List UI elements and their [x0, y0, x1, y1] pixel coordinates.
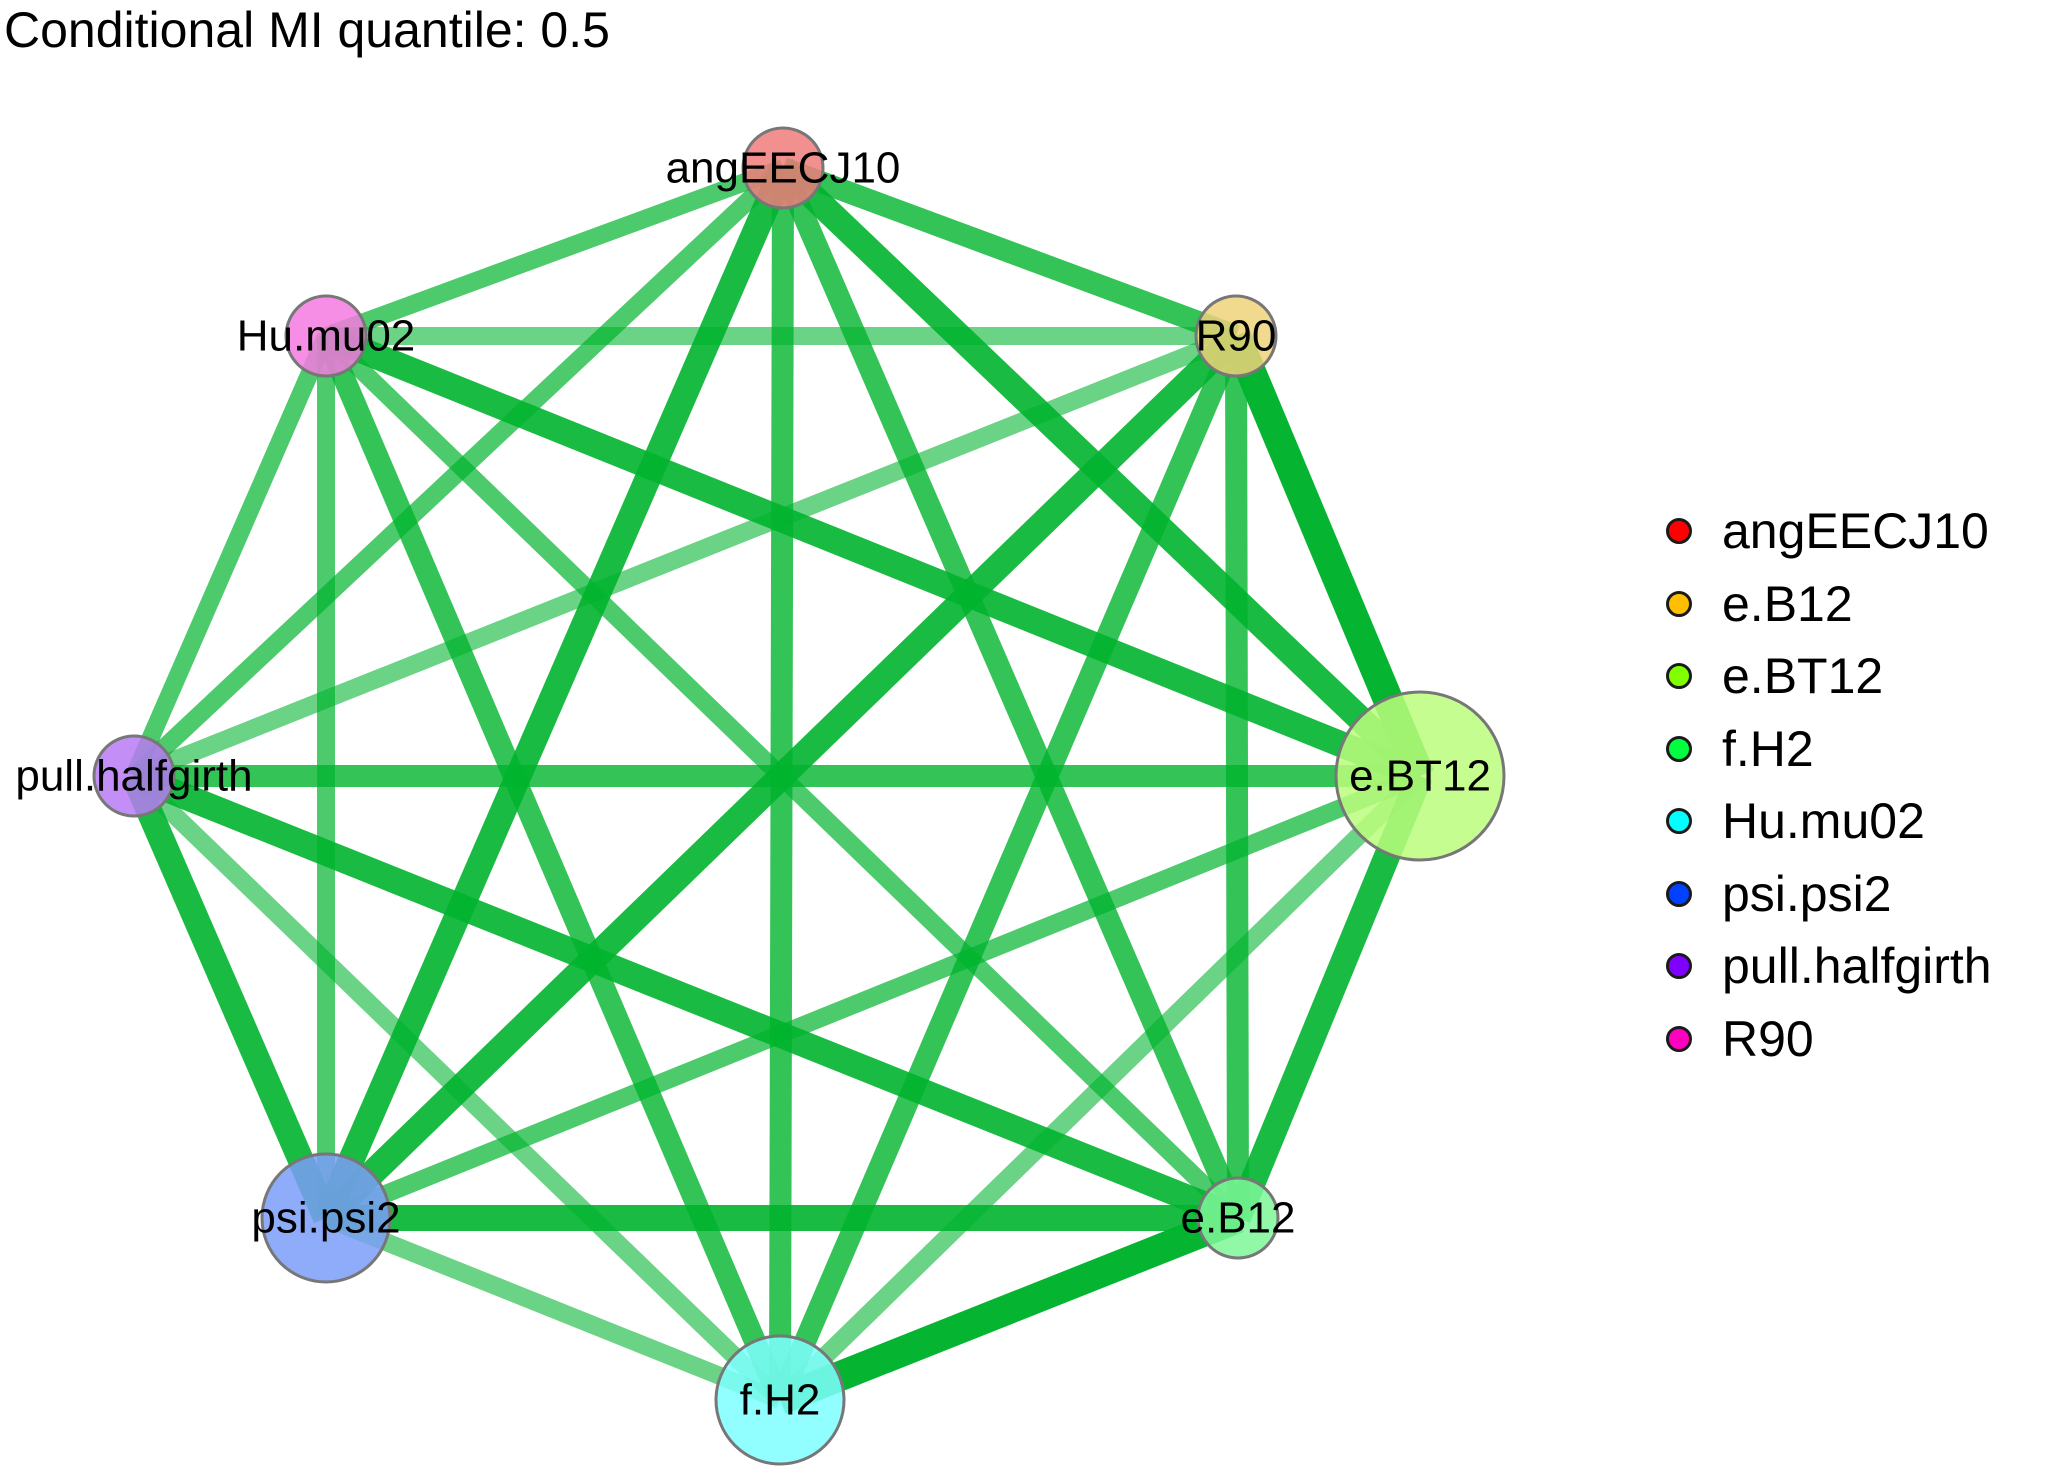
node-pull.halfgirth — [92, 734, 176, 818]
legend-item: Hu.mu02 — [1666, 785, 1992, 858]
node-label: e.BT12 — [1349, 752, 1491, 801]
edge-angEECJ10-Hu.mu02 — [322, 159, 787, 345]
legend-swatch — [1666, 735, 1692, 762]
legend-label: pull.halfgirth — [1722, 938, 1992, 995]
node-label: psi.psi2 — [251, 1194, 400, 1243]
legend-label: Hu.mu02 — [1722, 793, 1925, 850]
edge-angEECJ10-R90 — [779, 157, 1240, 347]
node-label: angEECJ10 — [666, 144, 901, 193]
legend-label: e.B12 — [1722, 575, 1853, 632]
legend-item: psi.psi2 — [1666, 858, 1992, 931]
node-Hu.mu02 — [284, 294, 368, 378]
legend-swatch — [1666, 808, 1692, 835]
legend-swatch — [1666, 1025, 1692, 1052]
network-graph: angEECJ10 R90 e.BT12 e.B12 f.H2 psi.psi2 pull.… — [15, 126, 1506, 1466]
legend-label: angEECJ10 — [1722, 503, 1989, 560]
legend-swatch — [1666, 590, 1692, 617]
node-psi.psi2 — [260, 1152, 392, 1284]
legend-item: e.BT12 — [1666, 640, 1992, 713]
node-layer — [92, 126, 1506, 1466]
edge-e.B12-Hu.mu02 — [319, 329, 1245, 1225]
legend-label: f.H2 — [1722, 720, 1814, 777]
edge-f.H2-Hu.mu02 — [315, 331, 791, 1405]
node-angEECJ10 — [741, 126, 825, 210]
node-e.B12 — [1196, 1176, 1280, 1260]
legend-swatch — [1666, 663, 1692, 690]
node-R90 — [1194, 294, 1278, 378]
legend: angEECJ10 e.B12 e.BT12 f.H2 Hu.mu02 psi.… — [1666, 495, 1992, 1075]
legend-swatch — [1666, 880, 1692, 907]
edge-psi.psi2-pull.halfgirth — [122, 770, 338, 1224]
legend-label: psi.psi2 — [1722, 865, 1892, 922]
legend-item: f.H2 — [1666, 713, 1992, 786]
legend-item: angEECJ10 — [1666, 495, 1992, 568]
legend-label: e.BT12 — [1722, 648, 1884, 705]
node-f.H2 — [714, 1334, 846, 1466]
node-label: R90 — [1196, 312, 1277, 361]
edge-e.B12-f.H2 — [774, 1204, 1244, 1414]
edge-f.H2-psi.psi2 — [322, 1209, 784, 1409]
edge-e.BT12-Hu.mu02 — [321, 323, 1425, 789]
legend-item: pull.halfgirth — [1666, 930, 1992, 1003]
edge-layer — [122, 157, 1434, 1414]
edge-f.H2-pull.halfgirth — [127, 769, 787, 1407]
edge-pull.halfgirth-Hu.mu02 — [125, 332, 335, 780]
node-e.BT12 — [1334, 690, 1506, 862]
legend-swatch — [1666, 953, 1692, 980]
legend-item: R90 — [1666, 1003, 1992, 1076]
label-layer: angEECJ10 R90 e.BT12 e.B12 f.H2 psi.psi2 pull.… — [15, 144, 1491, 1425]
legend-item: e.B12 — [1666, 568, 1992, 641]
node-label: Hu.mu02 — [237, 312, 416, 361]
node-label: e.B12 — [1181, 1194, 1296, 1243]
node-label: f.H2 — [740, 1376, 821, 1425]
legend-swatch — [1666, 518, 1692, 545]
legend-label: R90 — [1722, 1010, 1814, 1067]
node-label: pull.halfgirth — [15, 752, 252, 801]
chart-title: Conditional MI quantile: 0.5 — [4, 2, 610, 58]
